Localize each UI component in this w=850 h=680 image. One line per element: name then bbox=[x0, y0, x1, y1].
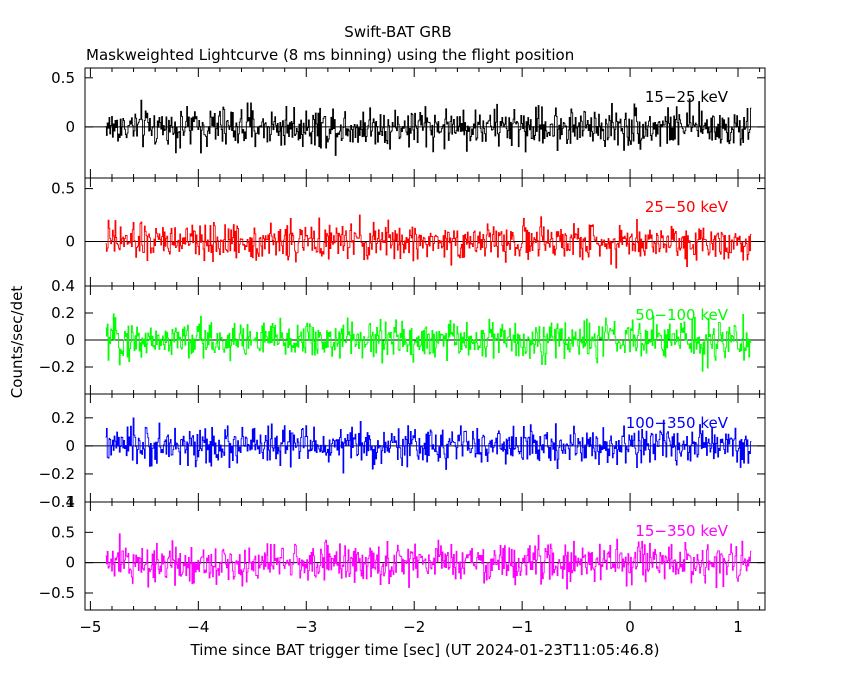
series-line bbox=[105, 214, 752, 269]
y-tick-label: 0.5 bbox=[51, 523, 75, 541]
panel-2: 0.5 0 25−50 keV bbox=[51, 177, 766, 287]
y-tick-label: −0.5 bbox=[39, 584, 75, 602]
band-label: 50−100 keV bbox=[635, 306, 728, 324]
x-tick-label: 0 bbox=[625, 618, 635, 636]
series-line bbox=[105, 417, 752, 474]
x-tick-label: −2 bbox=[403, 618, 425, 636]
y-tick-label: 0 bbox=[65, 331, 75, 349]
y-axis-label: Counts/sec/det bbox=[8, 286, 26, 399]
y-tick-label: 0 bbox=[65, 118, 75, 136]
band-label: 25−50 keV bbox=[645, 198, 729, 216]
y-tick-label: 0 bbox=[65, 554, 75, 572]
panel-3: 0.4 0.2 0 −0.2 50−100 keV bbox=[39, 277, 766, 395]
band-label: 15−350 keV bbox=[635, 522, 728, 540]
x-tick-label: −1 bbox=[511, 618, 533, 636]
x-tick-label: 1 bbox=[733, 618, 743, 636]
x-tick-label: −5 bbox=[79, 618, 101, 636]
y-tick-label: 0 bbox=[65, 437, 75, 455]
x-tick-label: −4 bbox=[187, 618, 209, 636]
y-tick-label: −0.4 bbox=[39, 493, 75, 511]
panel-1: 0.5 0 15−25 keV bbox=[51, 67, 766, 179]
panel-4: 0.2 0 −0.2 −0.4 100−350 keV bbox=[39, 393, 766, 511]
y-tick-label: 0.4 bbox=[51, 277, 75, 295]
series-line bbox=[105, 533, 752, 590]
x-tick-label: −3 bbox=[295, 618, 317, 636]
series-line bbox=[105, 313, 752, 372]
series-line bbox=[105, 98, 752, 156]
band-label: 100−350 keV bbox=[626, 414, 729, 432]
x-axis-label: Time since BAT trigger time [sec] (UT 20… bbox=[190, 641, 660, 659]
chart-title: Swift-BAT GRB bbox=[344, 23, 451, 41]
panel-frame bbox=[84, 501, 766, 611]
y-tick-label: 0.5 bbox=[51, 69, 75, 87]
y-tick-label: 0.2 bbox=[51, 409, 75, 427]
chart-subtitle: Maskweighted Lightcurve (8 ms binning) u… bbox=[86, 46, 574, 64]
panel-frame bbox=[84, 177, 766, 287]
panel-5: 1 0.5 0 −0.5 15−350 keV bbox=[39, 493, 766, 611]
y-tick-label: −0.2 bbox=[39, 358, 75, 376]
y-tick-label: 0.5 bbox=[51, 180, 75, 198]
y-tick-label: 0.2 bbox=[51, 304, 75, 322]
y-tick-label: 0 bbox=[65, 233, 75, 251]
y-tick-label: −0.2 bbox=[39, 465, 75, 483]
panel-stack: 0.5 0 15−25 keV 0.5 0 25−50 keV 0.4 0.2 0 −0.2 50−… bbox=[39, 67, 766, 636]
y-tick-label: 1 bbox=[65, 493, 75, 511]
band-label: 15−25 keV bbox=[645, 88, 729, 106]
